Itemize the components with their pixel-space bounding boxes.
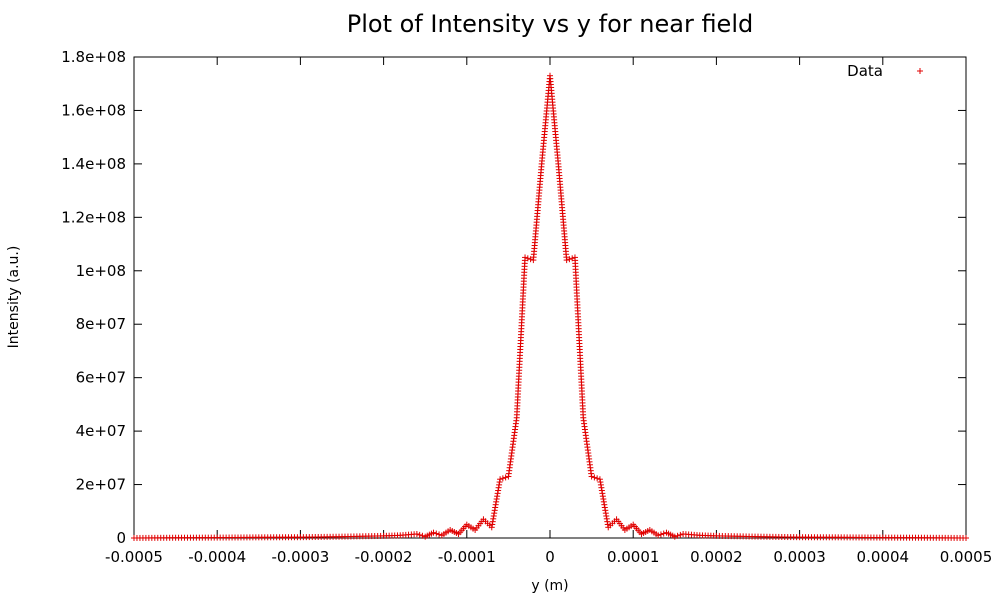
y-tick-label: 1.2e+08 [61, 208, 126, 226]
data-series [131, 72, 969, 541]
data-point [563, 257, 570, 264]
data-point [677, 531, 684, 538]
y-tick-label: 8e+07 [76, 315, 126, 333]
x-axis: -0.0005 -0.0004 -0.0003 -0.0002 -0.0001 0 0.00… [105, 57, 992, 566]
data-point [657, 531, 664, 538]
data-point [522, 254, 529, 261]
x-tick-label: -0.0003 [271, 548, 329, 566]
x-tick-label: -0.0001 [438, 548, 496, 566]
x-tick-label: -0.0004 [188, 548, 246, 566]
x-tick-label: 0.0004 [857, 548, 910, 566]
data-point [497, 476, 504, 483]
y-tick-label: 1.4e+08 [61, 155, 126, 173]
y-tick-label: 6e+07 [76, 369, 126, 387]
data-point [502, 474, 509, 481]
y-tick-label: 1e+08 [76, 262, 126, 280]
x-tick-label: 0.0002 [690, 548, 743, 566]
data-point [591, 474, 598, 481]
data-point [433, 530, 440, 537]
legend-marker [917, 68, 923, 74]
y-tick-label: 1.6e+08 [61, 101, 126, 119]
y-tick-label: 4e+07 [76, 422, 126, 440]
data-point [674, 532, 681, 539]
legend: Data [847, 62, 923, 80]
x-tick-label: 0 [545, 548, 555, 566]
data-point [588, 473, 595, 480]
data-point [963, 535, 969, 541]
data-point [430, 529, 437, 536]
legend-label: Data [847, 62, 883, 80]
data-point [413, 530, 420, 537]
x-tick-label: -0.0002 [355, 548, 413, 566]
y-axis: 0 2e+07 4e+07 6e+07 8e+07 1e+08 1.2e+08 1.4e+08… [61, 48, 966, 547]
y-axis-label: Intensity (a.u.) [6, 246, 22, 349]
y-tick-label: 2e+07 [76, 476, 126, 494]
plot-frame [133, 56, 967, 539]
chart-title: Plot of Intensity vs y for near field [347, 10, 753, 38]
data-point [416, 531, 423, 538]
y-tick-label: 1.8e+08 [61, 48, 126, 66]
x-tick-label: -0.0005 [105, 548, 163, 566]
data-point [524, 255, 531, 262]
data-point [671, 533, 678, 540]
x-tick-label: 0.0005 [940, 548, 993, 566]
x-tick-label: 0.0001 [607, 548, 660, 566]
y-tick-label: 0 [116, 529, 126, 547]
data-point [566, 256, 573, 263]
data-point [499, 475, 506, 482]
data-point [655, 532, 662, 539]
x-axis-label: y (m) [531, 578, 568, 594]
legend-marker-symbol [917, 68, 923, 74]
x-tick-label: 0.0003 [773, 548, 826, 566]
data-point [527, 256, 534, 263]
data-point [594, 475, 601, 482]
